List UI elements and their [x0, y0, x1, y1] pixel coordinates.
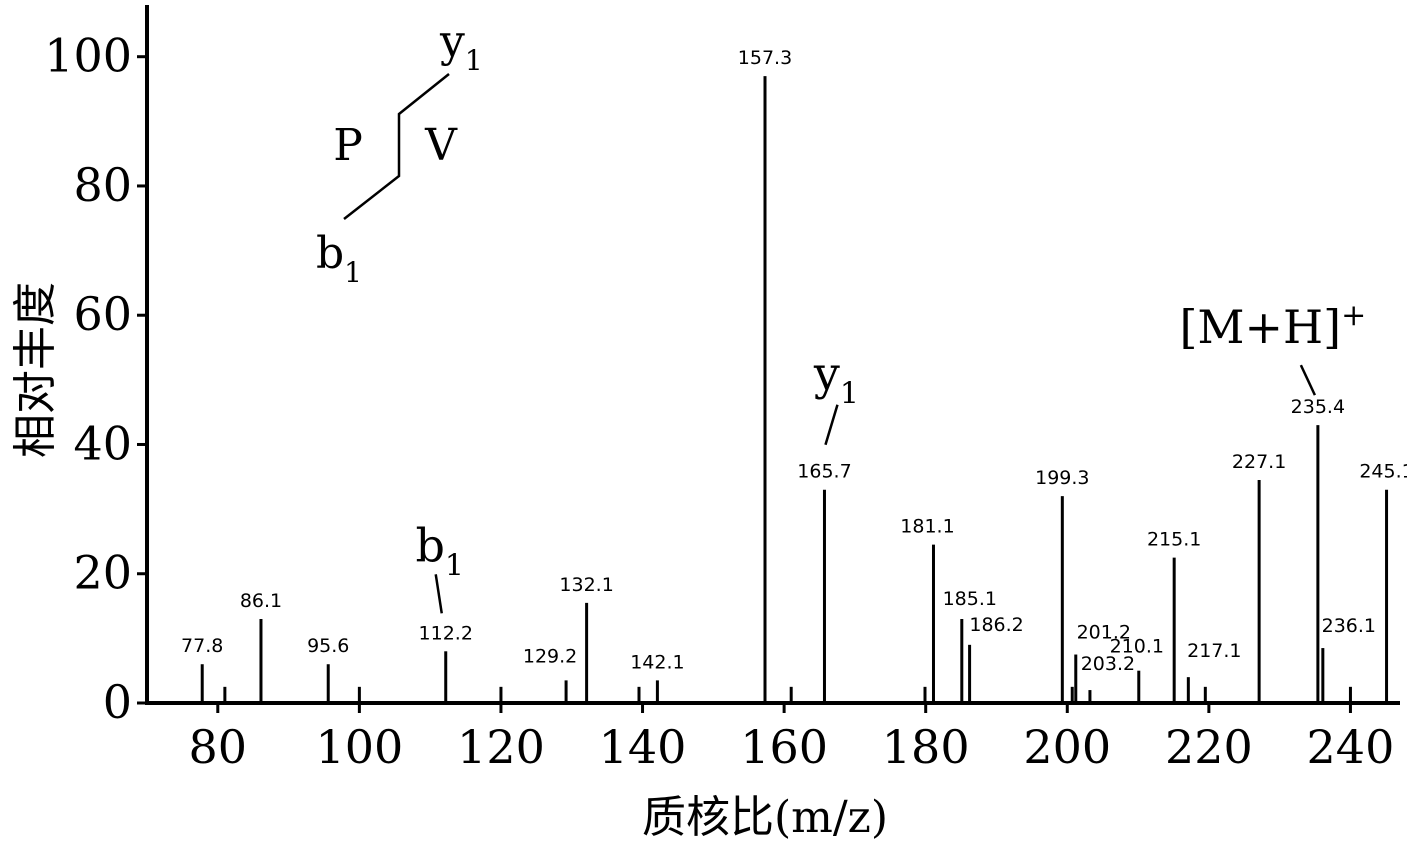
x-axis-title: 质核比(m/z) — [642, 792, 888, 841]
peak-label: 217.1 — [1187, 640, 1241, 662]
peaks — [200, 76, 1389, 703]
peak-label: 112.2 — [419, 622, 473, 644]
fragment-bottom-ion-subscript: 1 — [344, 256, 362, 289]
annotation-y: y1 — [813, 347, 859, 412]
annotation-subscript: 1 — [445, 548, 464, 583]
peak-label: 199.3 — [1035, 467, 1089, 489]
x-tick-label: 100 — [315, 720, 403, 774]
peak-label: 215.1 — [1147, 529, 1201, 551]
x-tick-label: 220 — [1165, 720, 1253, 774]
y-tick-label: 40 — [73, 416, 132, 470]
annotation-b: b1 — [415, 518, 464, 583]
peak-label: 95.6 — [307, 635, 349, 657]
peak-labels: 77.8 86.1 95.6 112.2 129.2 132.1 142.1 157.3 165… — [181, 47, 1407, 675]
peak-label: 210.1 — [1110, 636, 1164, 658]
annotation-leader-line — [434, 574, 443, 614]
annotation-leader-line — [824, 404, 839, 446]
fragment-left-residue: P — [333, 120, 363, 171]
peak-label: 236.1 — [1322, 615, 1376, 637]
annotation-text: [M+H] — [1179, 300, 1341, 354]
annotation-text: b — [415, 518, 444, 572]
peak-label: 235.4 — [1291, 396, 1345, 418]
fragment-top-ion-subscript: 1 — [465, 44, 483, 77]
annotation-leader-line — [1299, 364, 1317, 396]
fragment-bottom-ion-letter: b — [316, 228, 344, 279]
fragment-bottom-ion: b1 — [316, 228, 362, 289]
y-tick-label: 20 — [73, 546, 132, 600]
x-tick-label: 200 — [1023, 720, 1111, 774]
peak-label: 181.1 — [900, 516, 954, 538]
x-tick-label: 180 — [882, 720, 970, 774]
peak-label: 132.1 — [559, 574, 613, 596]
peak-label: 227.1 — [1232, 451, 1286, 473]
y-tick-label: 60 — [73, 287, 132, 341]
x-tick-label: 80 — [189, 720, 248, 774]
fragment-top-ion-letter: y — [439, 16, 465, 67]
peak-label: 129.2 — [523, 645, 577, 667]
fragment-cleavage-line — [343, 73, 450, 220]
y-axis-title: 相对丰度 — [10, 282, 61, 458]
peak-label: 86.1 — [240, 590, 282, 612]
fragment-top-ion: y1 — [439, 16, 483, 77]
peak-label: 201.2 — [1077, 622, 1131, 644]
x-tick-label: 140 — [599, 720, 687, 774]
y-tick-label: 0 — [103, 675, 132, 729]
peak-label: 77.8 — [181, 635, 223, 657]
peak-label: 186.2 — [969, 614, 1023, 636]
y-tick-label: 80 — [73, 158, 132, 212]
x-tick-label: 160 — [740, 720, 828, 774]
x-tick-label: 240 — [1307, 720, 1395, 774]
annotation-text: y — [813, 347, 840, 401]
peak-label: 245.1 — [1359, 461, 1407, 483]
x-tick-label: 120 — [457, 720, 545, 774]
annotation-subscript: 1 — [840, 377, 859, 412]
fragment-right-residue: V — [424, 120, 458, 171]
y-tick-label: 100 — [44, 29, 132, 83]
peak-label: 157.3 — [738, 47, 792, 69]
peak-label: 165.7 — [797, 461, 851, 483]
annotation-mh: [M+H]+ — [1179, 298, 1366, 354]
peak-label: 142.1 — [630, 651, 684, 673]
peak-label: 185.1 — [943, 588, 997, 610]
axis-ticks: 80 100 120 140 160 180 200 220 240 0 20 40 60 80 100 — [44, 29, 1394, 774]
annotation-superscript: + — [1341, 298, 1366, 333]
peak-label: 203.2 — [1081, 653, 1135, 675]
axes — [145, 5, 1400, 705]
